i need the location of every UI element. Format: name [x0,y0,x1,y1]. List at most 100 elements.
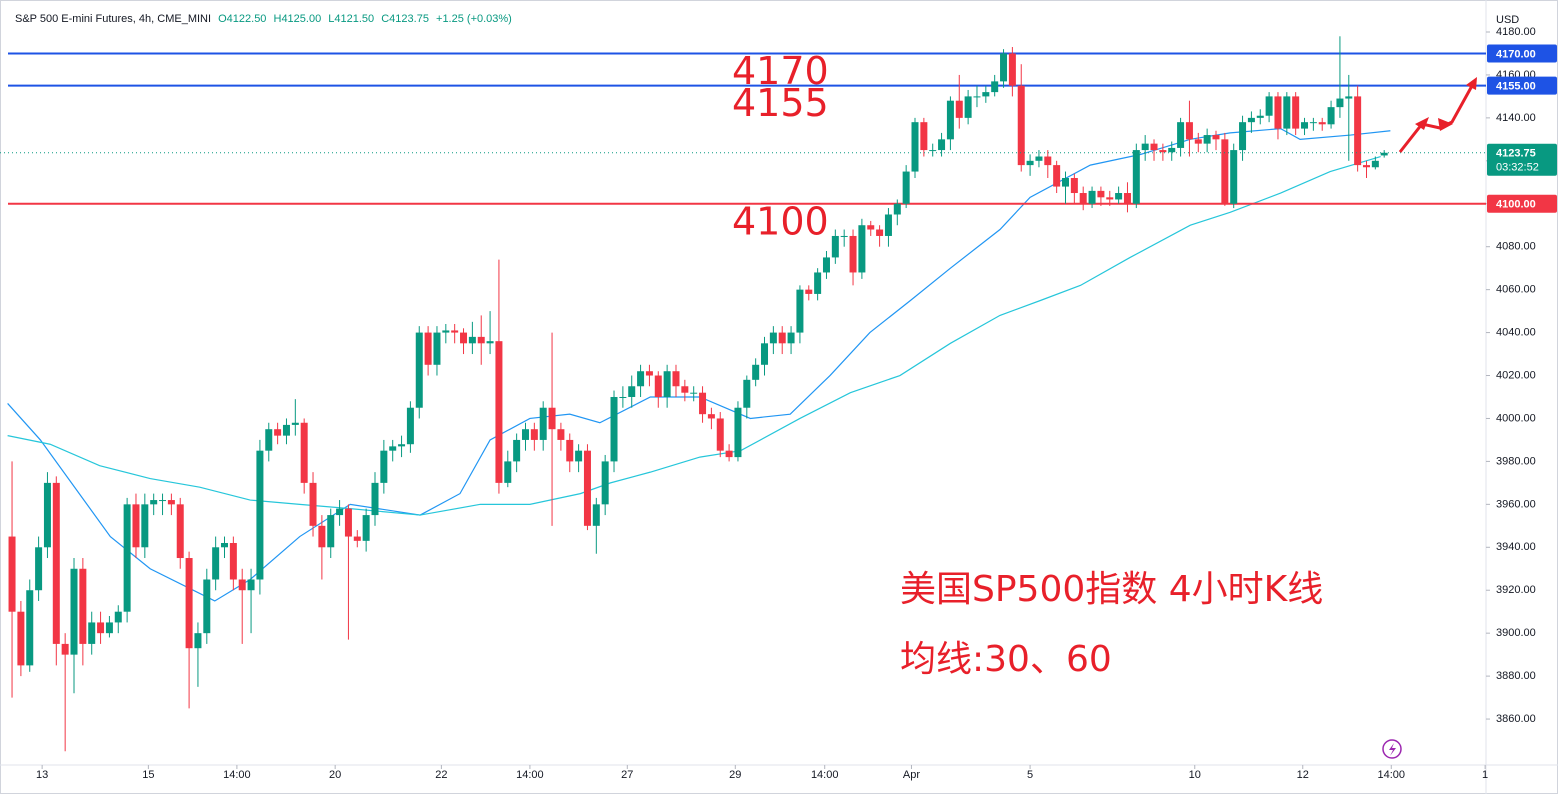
change: +1.25 (+0.03%) [436,13,512,25]
candle-body [1097,190,1105,198]
candle-body [123,504,131,612]
candle-body [26,590,34,666]
x-tick-label: 27 [621,769,633,781]
last-price-label: 4123.75 [1496,148,1536,160]
candle-body [946,100,954,140]
ohlc-low: L4121.50 [328,13,375,25]
price-tag-label: 4170.00 [1496,48,1536,60]
candle-body [141,504,149,548]
candle-body [1203,135,1211,144]
candle-body [699,392,707,415]
candle-body [911,122,919,172]
candle-body [433,332,441,365]
candle-body [1301,122,1309,129]
candle-body [318,525,326,548]
candle-body [159,500,167,502]
y-tick-label: 4180.00 [1496,26,1536,38]
candle-body [1035,156,1043,161]
candle-body [849,235,857,273]
candle-body [415,332,423,408]
candle-body [1318,122,1326,125]
header: S&P 500 E-mini Futures, 4h, CME_MINI O41… [15,13,516,25]
candle-body [663,371,671,397]
lightning-icon[interactable] [1382,739,1402,759]
candle-body [1141,143,1149,151]
candle-body [858,225,866,273]
candle-body [17,611,25,666]
candle-body [105,622,113,634]
candle-body [1274,96,1282,129]
candle-body [583,450,591,526]
candle-body [8,536,16,612]
candle-body [256,450,264,580]
level-note: 4155 [732,81,829,125]
candle-body [1123,193,1131,204]
candle-body [601,461,609,505]
level-note: 4170 [732,49,829,93]
candle-body [221,542,229,548]
candle-body [1008,53,1016,86]
candle-body [778,332,786,344]
candle-body [805,289,813,294]
y-tick-label: 3860.00 [1496,713,1536,725]
candle-body [88,622,96,644]
candle-body [575,450,583,462]
candle-body [592,504,600,526]
candle-body [1309,122,1317,124]
x-tick-label: 5 [1027,769,1033,781]
candle-body [1062,177,1070,187]
candle-body [61,643,69,655]
candle-body [486,341,494,344]
candle-body [300,422,308,483]
x-tick-label: 14:00 [223,769,251,781]
candle-body [752,364,760,380]
candle-body [681,386,689,393]
y-tick-label: 3920.00 [1496,584,1536,596]
candle-body [761,343,769,365]
y-tick-label: 3900.00 [1496,627,1536,639]
candle-body [654,375,662,397]
candle-body [114,611,122,623]
candle-body [194,633,202,649]
candle-body [1150,143,1158,151]
candle-body [645,371,653,376]
level-note: 4100 [732,199,829,243]
x-tick-label: 10 [1189,769,1201,781]
candle-body [460,332,468,344]
candle-body [398,444,406,447]
candle-body [973,96,981,98]
candle-body [389,446,397,451]
icon-ring[interactable] [1382,739,1402,759]
candle-body [212,547,220,580]
y-tick-label: 4060.00 [1496,284,1536,296]
candle-body [150,500,158,505]
candle-body [707,414,715,419]
x-tick-label: 20 [329,769,341,781]
candle-body [929,150,937,152]
candle-body [176,504,184,559]
icon-bolt[interactable] [1389,743,1396,756]
y-tick-label: 4020.00 [1496,369,1536,381]
candle-body [1000,53,1008,82]
y-tick-label: 3960.00 [1496,498,1536,510]
candle-body [884,214,892,236]
x-tick-label: 14:00 [1378,769,1406,781]
candle-body [991,81,999,93]
candle-body [468,336,476,344]
candle-body [336,508,344,516]
candle-body [513,439,521,462]
candle-body [769,332,777,344]
annotation: 美国SP500指数 4小时K线 [900,569,1324,610]
x-tick-label: 22 [435,769,447,781]
candle-body [690,392,698,394]
candle-body [548,407,556,430]
candle-body [557,429,565,440]
candle-body [1212,135,1220,140]
x-tick-label: 14:00 [516,769,544,781]
y-tick-label: 3980.00 [1496,455,1536,467]
y-tick-label: 4000.00 [1496,412,1536,424]
candle-body [362,515,370,541]
candle-body [282,424,290,436]
candle-body [406,407,414,445]
candle-body [893,203,901,215]
